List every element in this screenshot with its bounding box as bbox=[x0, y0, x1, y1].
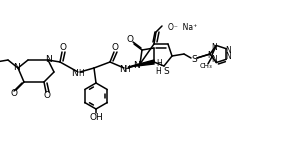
Text: N: N bbox=[46, 54, 53, 63]
Text: OH: OH bbox=[89, 112, 103, 122]
Text: N: N bbox=[211, 55, 217, 64]
Text: O: O bbox=[43, 92, 50, 100]
Text: N: N bbox=[133, 60, 139, 69]
Text: O: O bbox=[127, 36, 134, 45]
Text: N: N bbox=[207, 51, 213, 60]
Text: N: N bbox=[211, 43, 217, 52]
Text: S: S bbox=[191, 54, 197, 63]
Text: O⁻  Na⁺: O⁻ Na⁺ bbox=[168, 24, 197, 33]
Text: N: N bbox=[225, 46, 231, 55]
Text: S: S bbox=[163, 66, 169, 75]
Text: N: N bbox=[14, 63, 20, 72]
Text: CH₃: CH₃ bbox=[200, 63, 213, 69]
Text: N: N bbox=[225, 52, 231, 61]
Text: H: H bbox=[124, 66, 130, 75]
Text: O: O bbox=[60, 44, 66, 52]
Text: O: O bbox=[112, 44, 119, 52]
Text: H: H bbox=[156, 60, 162, 69]
Text: H: H bbox=[78, 69, 84, 78]
Text: H: H bbox=[155, 68, 161, 76]
Polygon shape bbox=[128, 60, 154, 67]
Text: O: O bbox=[11, 90, 17, 99]
Text: N: N bbox=[119, 66, 125, 75]
Text: N: N bbox=[72, 69, 78, 78]
